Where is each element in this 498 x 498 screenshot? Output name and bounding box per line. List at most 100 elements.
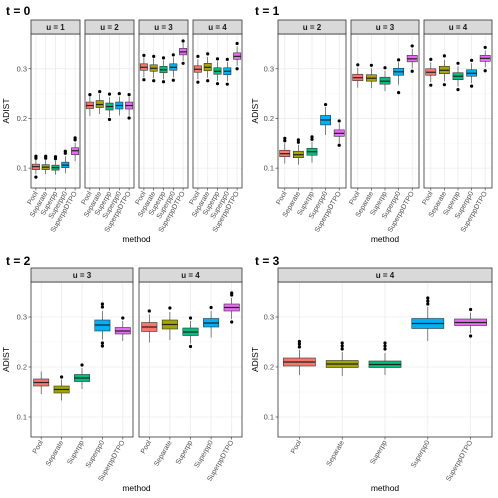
- facet-strip: [192, 19, 243, 35]
- outlier-point: [230, 291, 234, 295]
- chart-title: t = 2: [6, 254, 31, 268]
- outlier-point: [469, 334, 473, 338]
- outlier-point: [469, 307, 473, 312]
- outlier-point: [397, 58, 401, 62]
- outlier-point: [215, 82, 220, 86]
- outlier-point: [107, 92, 112, 96]
- outlier-point: [470, 58, 474, 62]
- x-tick-label: Superpp: [175, 439, 194, 466]
- box-superpp0: [223, 57, 232, 86]
- x-tick-label: Pool: [290, 439, 303, 455]
- box-superpp: [452, 61, 464, 92]
- outlier-point: [188, 316, 193, 320]
- box-superppdtpo: [406, 44, 418, 73]
- outlier-point: [181, 61, 185, 65]
- outlier-point: [181, 39, 185, 43]
- outlier-point: [53, 155, 58, 159]
- box-pool: [193, 54, 202, 84]
- outlier-point: [63, 149, 67, 153]
- outlier-point: [147, 309, 151, 313]
- x-tick-label: Pool: [348, 190, 361, 206]
- box-superppdtpo: [479, 45, 491, 73]
- box-superpp: [213, 57, 222, 86]
- outlier-point: [483, 45, 487, 50]
- outlier-point: [340, 347, 344, 351]
- y-tick-label: 0.2: [17, 114, 27, 123]
- outlier-point: [470, 84, 474, 88]
- outlier-point: [161, 56, 166, 60]
- box-superpp0: [115, 92, 124, 116]
- box-pool: [425, 57, 437, 87]
- facet-strip-label: u = 4: [181, 271, 200, 280]
- outlier-point: [100, 344, 104, 348]
- box-separate: [203, 52, 212, 83]
- box-superpp0: [466, 58, 477, 88]
- box-superpp: [182, 316, 199, 349]
- x-tick-label: Superpp: [369, 439, 388, 466]
- outlier-point: [117, 92, 121, 96]
- box-superpp: [105, 92, 114, 122]
- box-superpp: [379, 66, 391, 92]
- box-pool: [279, 136, 291, 164]
- box-superpp: [159, 56, 168, 84]
- box-pool: [141, 309, 158, 343]
- outlier-point: [297, 345, 301, 349]
- facet-strip: [277, 267, 493, 283]
- facet-strip: [138, 267, 243, 283]
- facet-strip-label: u = 2: [100, 23, 119, 32]
- box-separate: [41, 154, 50, 175]
- x-tick-label: Pool: [140, 439, 153, 455]
- outlier-point: [161, 80, 166, 84]
- box-superppdtpo: [71, 136, 80, 162]
- box-separate: [53, 375, 70, 401]
- facet-strip: [138, 19, 189, 35]
- box-superppdtpo: [223, 291, 240, 324]
- box-superppdtpo: [125, 93, 134, 120]
- box-pool: [85, 93, 94, 116]
- outlier-point: [426, 296, 430, 300]
- outlier-point: [340, 344, 344, 348]
- facet-strip-label: u = 3: [73, 271, 92, 280]
- outlier-point: [206, 52, 210, 56]
- y-tick-label: 0.1: [17, 164, 27, 173]
- facet-strip-label: u = 4: [208, 23, 227, 32]
- outlier-point: [100, 305, 104, 309]
- outlier-point: [98, 90, 102, 94]
- outlier-point: [297, 342, 301, 346]
- y-tick-label: 0.3: [264, 313, 274, 322]
- outlier-point: [324, 102, 328, 107]
- outlier-point: [230, 320, 234, 324]
- outlier-point: [188, 344, 193, 349]
- box-separate: [161, 306, 178, 340]
- outlier-point: [456, 61, 460, 65]
- box-pool: [283, 339, 316, 375]
- outlier-point: [44, 154, 48, 158]
- box-superppdtpo: [233, 41, 242, 71]
- facet-strip: [423, 19, 493, 35]
- x-tick-label: Superpp0: [85, 439, 106, 469]
- box-superpp0: [203, 305, 220, 338]
- outlier-point: [121, 316, 125, 320]
- outlier-point: [356, 63, 360, 67]
- x-tick-label: Superpp0: [194, 439, 215, 469]
- x-tick-label: SuperppDTPO: [445, 439, 474, 483]
- facet-panel: u = 3PoolSeparateSuperppSuperpp0SuperppD…: [135, 19, 189, 234]
- outlier-point: [442, 54, 446, 58]
- outlier-point: [225, 82, 229, 86]
- x-tick-label: Pool: [32, 439, 45, 455]
- facet-strip: [30, 19, 81, 35]
- y-axis-title: ADIST: [1, 347, 11, 372]
- x-tick-label: Superpp: [66, 439, 85, 466]
- outlier-point: [171, 53, 175, 57]
- facet-strip-label: u = 2: [303, 23, 322, 32]
- facet-strip-label: u = 1: [46, 23, 65, 32]
- box-superpp: [368, 341, 402, 375]
- box-pool: [139, 53, 148, 82]
- outlier-point: [296, 140, 300, 144]
- outlier-point: [88, 93, 92, 97]
- x-tick-label: Pool: [275, 190, 288, 206]
- box-superpp: [74, 363, 90, 389]
